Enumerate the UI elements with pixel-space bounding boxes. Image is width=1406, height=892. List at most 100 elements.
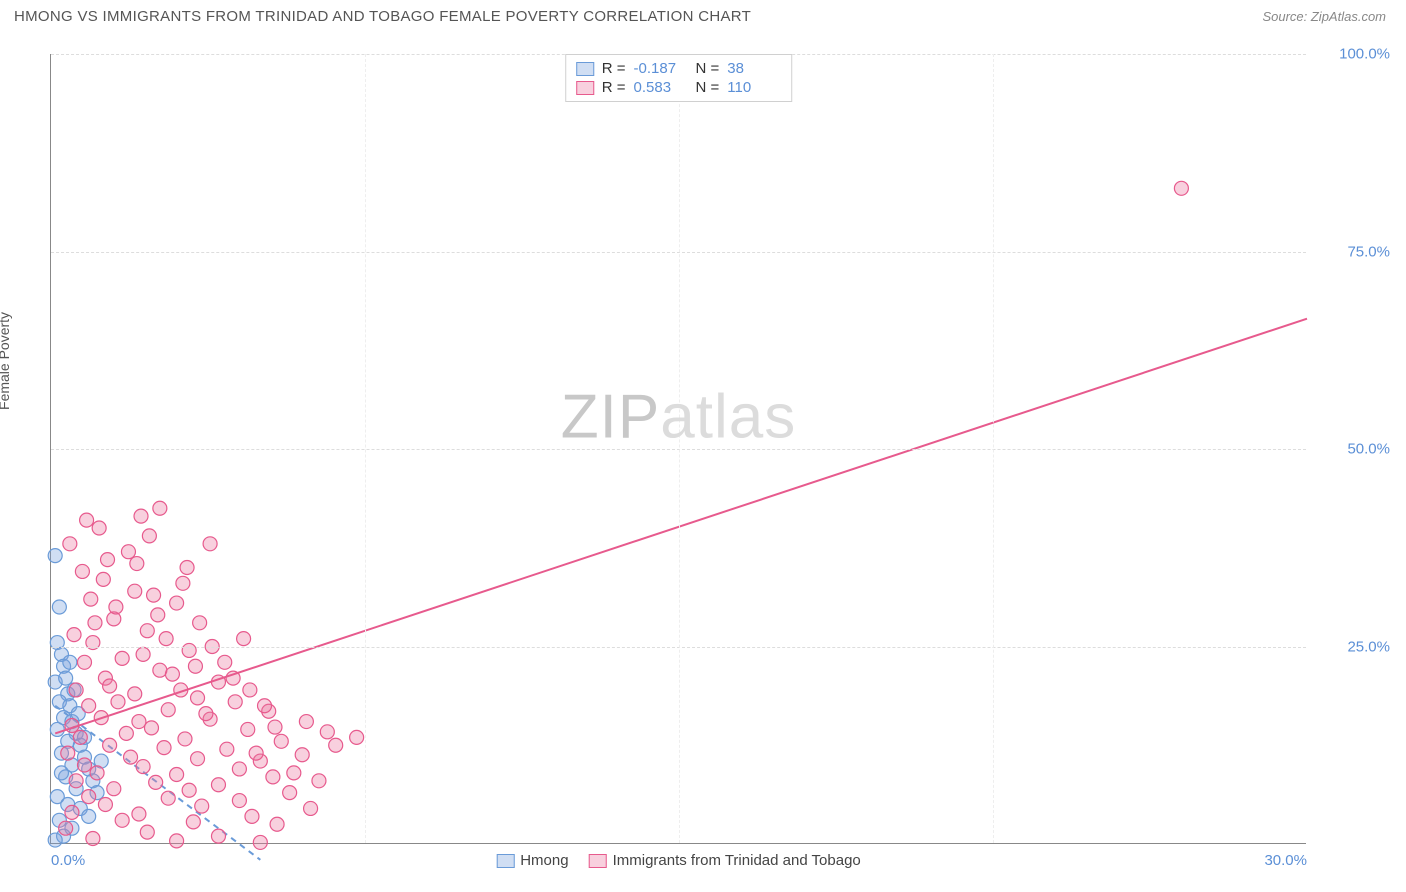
scatter-point [98,798,112,812]
scatter-point [182,783,196,797]
scatter-point [86,831,100,845]
x-gridline [365,54,366,843]
legend-label: Immigrants from Trinidad and Tobago [613,852,861,869]
legend-item-1: Hmong [496,852,568,869]
scatter-point [283,786,297,800]
scatter-point [191,752,205,766]
scatter-point [258,699,272,713]
y-tick-label: 25.0% [1347,638,1390,655]
scatter-point [61,746,75,760]
scatter-point [142,529,156,543]
scatter-point [48,549,62,563]
scatter-point [170,767,184,781]
n-value: 38 [727,60,781,77]
regression-line [55,319,1307,734]
x-gridline [993,54,994,843]
scatter-point [266,770,280,784]
x-tick-label: 0.0% [51,852,85,869]
scatter-point [199,707,213,721]
scatter-point [170,596,184,610]
scatter-point [220,742,234,756]
scatter-point [121,545,135,559]
scatter-point [153,501,167,515]
scatter-point [178,732,192,746]
scatter-point [253,835,267,849]
scatter-point [82,699,96,713]
scatter-point [295,748,309,762]
scatter-point [136,647,150,661]
scatter-point [245,809,259,823]
scatter-point [63,537,77,551]
swatch-series-1 [496,854,514,868]
scatter-point [140,825,154,839]
scatter-point [157,741,171,755]
x-gridline [679,54,680,843]
correlation-row-1: R = -0.187 N = 38 [576,59,782,78]
scatter-point [119,726,133,740]
scatter-point [59,821,73,835]
scatter-point [69,774,83,788]
scatter-point [136,760,150,774]
scatter-point [270,817,284,831]
scatter-point [243,683,257,697]
scatter-point [103,679,117,693]
scatter-point [80,513,94,527]
scatter-point [115,651,129,665]
y-tick-label: 50.0% [1347,441,1390,458]
scatter-point [159,632,173,646]
source-attribution: Source: ZipAtlas.com [1262,9,1386,24]
scatter-point [92,521,106,535]
scatter-point [144,721,158,735]
scatter-point [52,600,66,614]
scatter-point [147,588,161,602]
scatter-point [67,628,81,642]
swatch-series-2 [576,81,594,95]
scatter-point [107,782,121,796]
scatter-point [161,791,175,805]
scatter-point [128,687,142,701]
scatter-point [111,695,125,709]
scatter-point [287,766,301,780]
scatter-point [54,766,68,780]
scatter-point [193,616,207,630]
scatter-point [149,775,163,789]
r-label: R = [602,60,626,77]
legend-label: Hmong [520,852,568,869]
swatch-series-1 [576,62,594,76]
chart-container: Female Poverty ZIPatlas R = -0.187 N = 3… [14,36,1392,866]
scatter-point [153,663,167,677]
scatter-point [124,750,138,764]
scatter-point [59,671,73,685]
r-value: 0.583 [634,79,688,96]
scatter-point [128,584,142,598]
scatter-point [274,734,288,748]
scatter-point [130,557,144,571]
scatter-point [249,746,263,760]
scatter-point [1174,181,1188,195]
scatter-point [48,833,62,847]
y-tick-label: 75.0% [1347,243,1390,260]
scatter-point [161,703,175,717]
n-label: N = [696,79,720,96]
scatter-point [50,722,64,736]
scatter-point [232,762,246,776]
y-tick-label: 100.0% [1339,46,1390,63]
scatter-point [69,683,83,697]
scatter-point [132,715,146,729]
scatter-point [63,655,77,669]
chart-title: HMONG VS IMMIGRANTS FROM TRINIDAD AND TO… [14,8,751,25]
scatter-point [151,608,165,622]
scatter-point [88,616,102,630]
scatter-point [96,572,110,586]
y-axis-label: Female Poverty [0,312,12,410]
correlation-row-2: R = 0.583 N = 110 [576,78,782,97]
scatter-point [84,592,98,606]
scatter-point [320,725,334,739]
scatter-point [211,829,225,843]
scatter-point [77,758,91,772]
n-value: 110 [727,79,781,96]
scatter-point [218,655,232,669]
series-legend: Hmong Immigrants from Trinidad and Tobag… [496,852,861,869]
scatter-point [312,774,326,788]
scatter-point [304,801,318,815]
